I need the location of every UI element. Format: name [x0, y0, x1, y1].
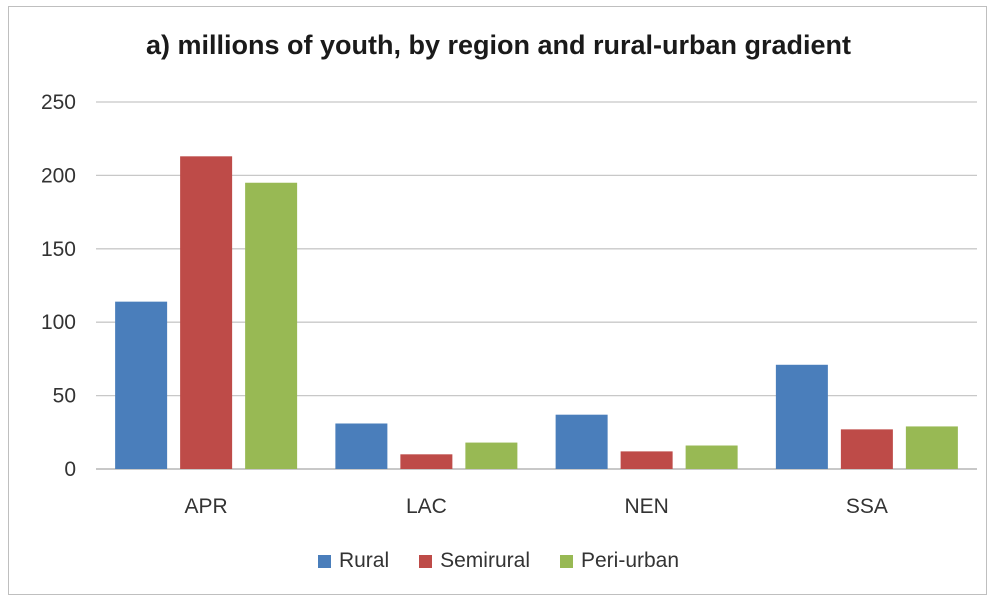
x-tick-labels: APR LAC NEN SSA — [185, 495, 888, 518]
y-tick-label: 250 — [41, 91, 76, 114]
x-tick-label: APR — [185, 495, 228, 518]
y-tick-label: 0 — [64, 458, 76, 481]
legend: Rural Semirural Peri-urban — [0, 549, 997, 573]
x-tick-label: SSA — [846, 495, 888, 518]
bar-peri-urban-lac — [465, 442, 518, 469]
x-tick-label: LAC — [406, 495, 447, 518]
bar-rural-ssa — [775, 364, 828, 469]
legend-item: Semirural — [419, 549, 530, 573]
bar-peri-urban-ssa — [905, 426, 958, 469]
y-tick-labels: 0 50 100 150 200 250 — [41, 91, 76, 481]
bar-peri-urban-apr — [245, 182, 298, 470]
gridlines — [96, 101, 977, 470]
bar-rural-lac — [335, 423, 388, 469]
legend-label: Semirural — [440, 549, 530, 572]
bar-semirural-lac — [400, 454, 453, 469]
legend-item: Rural — [317, 549, 390, 573]
y-tick-label: 50 — [53, 385, 76, 408]
legend-item: Peri-urban — [559, 549, 680, 573]
bar-semirural-apr — [180, 156, 233, 470]
bar-semirural-nen — [620, 451, 673, 469]
legend-swatch — [317, 554, 331, 568]
y-tick-label: 100 — [41, 311, 76, 334]
y-tick-label: 150 — [41, 238, 76, 261]
legend-label: Peri-urban — [580, 549, 680, 572]
legend-swatch — [419, 554, 433, 568]
bar-rural-apr — [115, 301, 168, 469]
legend-label: Rural — [338, 549, 390, 572]
x-tick-label: NEN — [624, 495, 668, 518]
bars — [115, 156, 958, 470]
chart-title: a) millions of youth, by region and rura… — [145, 30, 852, 60]
bar-rural-nen — [555, 414, 608, 469]
chart-frame — [8, 6, 987, 595]
legend-swatch — [559, 554, 573, 568]
bar-semirural-ssa — [840, 429, 893, 469]
bar-peri-urban-nen — [685, 445, 738, 469]
y-tick-label: 200 — [41, 164, 76, 187]
